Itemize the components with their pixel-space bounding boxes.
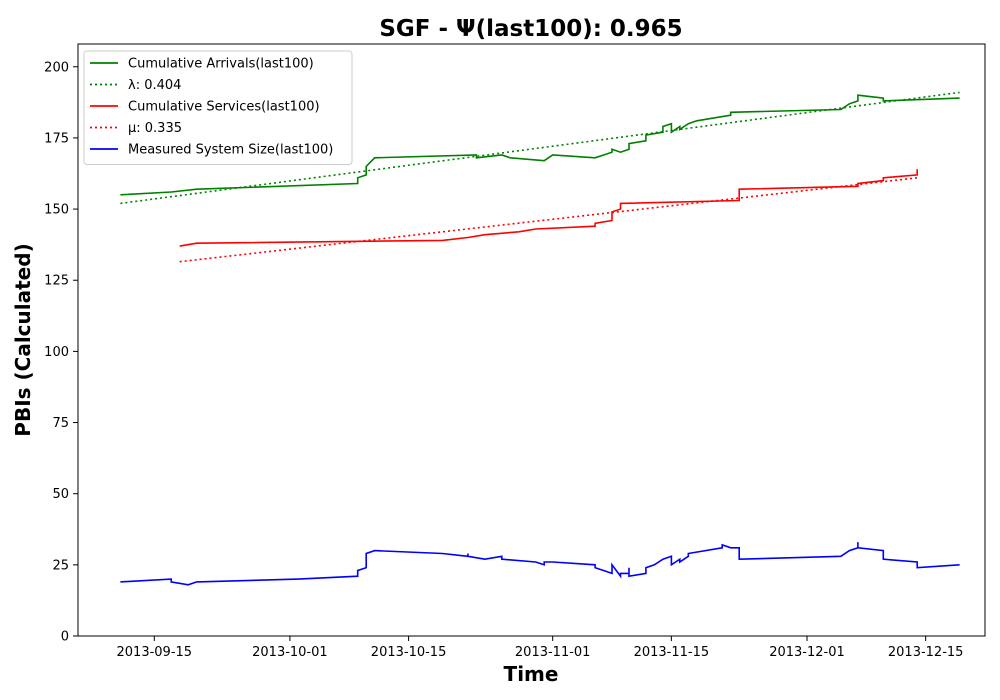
legend-label-4: Measured System Size(last100): [128, 143, 333, 158]
series-line-1: [120, 91, 960, 205]
y-tick-label-6: 150: [44, 203, 69, 218]
series-line-2: [179, 169, 919, 247]
y-axis-label: PBIs (Calculated): [11, 243, 35, 436]
x-tick-label-0: 2013-09-15: [117, 645, 193, 660]
x-tick-label-1: 2013-10-01: [252, 645, 328, 660]
legend-label-2: Cumulative Services(last100): [128, 100, 320, 115]
legend-label-0: Cumulative Arrivals(last100): [128, 57, 314, 72]
y-tick-label-0: 0: [61, 630, 69, 645]
legend-frame: [83, 50, 353, 165]
legend-label-1: λ: 0.404: [128, 78, 181, 93]
y-tick-label-2: 50: [52, 487, 69, 502]
y-tick-label-3: 75: [52, 416, 69, 431]
chart-title: SGF - Ψ(last100): 0.965: [379, 16, 682, 42]
y-tick-label-5: 125: [44, 274, 69, 289]
x-tick-label-6: 2013-12-15: [888, 645, 964, 660]
x-tick-label-3: 2013-11-01: [515, 645, 591, 660]
y-tick-label-1: 25: [52, 558, 69, 573]
x-tick-label-4: 2013-11-15: [634, 645, 710, 660]
y-tick-label-8: 200: [44, 60, 69, 75]
x-tick-label-5: 2013-12-01: [769, 645, 845, 660]
series-line-4: [120, 542, 960, 586]
y-tick-label-7: 175: [44, 131, 69, 146]
y-tick-label-4: 100: [44, 345, 69, 360]
x-tick-label-2: 2013-10-15: [371, 645, 447, 660]
x-axis-label: Time: [504, 662, 559, 686]
series-line-3: [179, 177, 918, 263]
series-line-0: [120, 94, 960, 196]
legend-label-3: μ: 0.335: [128, 121, 182, 136]
legend: Cumulative Arrivals(last100) λ: 0.404 Cumu…: [83, 50, 353, 165]
